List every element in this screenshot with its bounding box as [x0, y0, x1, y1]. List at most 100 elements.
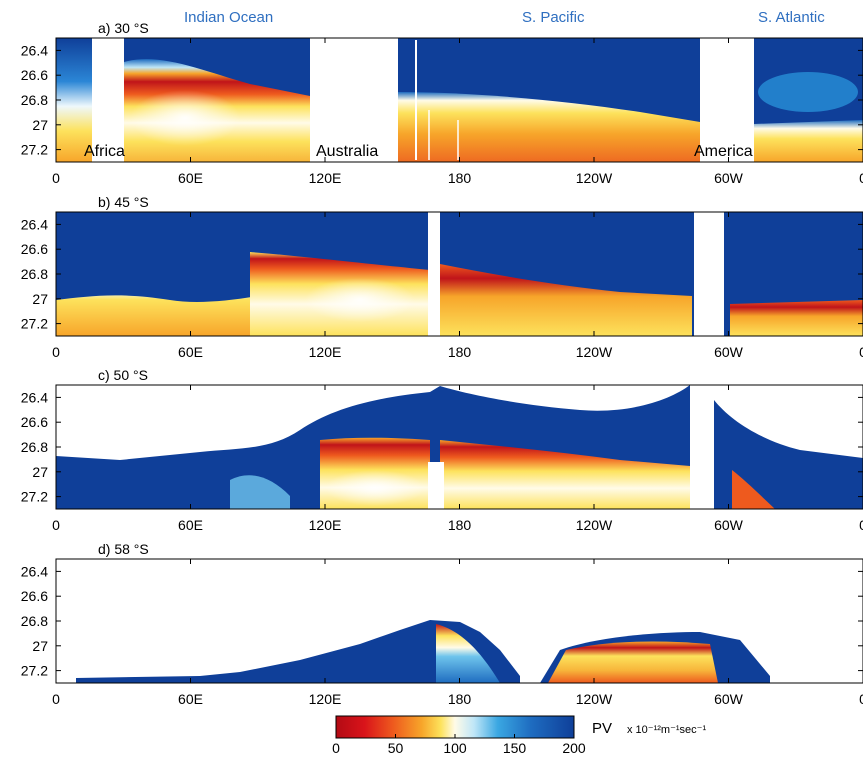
panel-c: c) 50 °S 26.4 26.6 26.8 27 27.2 0 60E 120E 180 1…	[21, 367, 863, 533]
panel-b-white-core	[305, 278, 415, 322]
panel-d-x-axis: 0 60E 120E 180 120W 60W 0	[52, 559, 863, 707]
x-tick-label: 60E	[178, 691, 203, 707]
x-tick-label: 0	[859, 517, 863, 533]
land-label-australia: Australia	[316, 143, 378, 160]
y-tick-label: 27	[32, 117, 48, 133]
panel-a-field-west	[56, 38, 92, 162]
land-africa-a	[92, 38, 124, 162]
land-label-america: America	[694, 143, 753, 160]
colorbar-tick-label: 0	[332, 740, 340, 756]
y-tick-label: 26.8	[21, 266, 48, 282]
panel-d-y-axis: 26.4 26.6 26.8 27 27.2	[21, 563, 863, 679]
panel-d: d) 58 °S 26.4 26.6 26.8 27 27.2 0 60E 120E 180 1…	[21, 541, 863, 707]
panel-b-field-atlantic	[730, 300, 863, 336]
x-tick-label: 0	[52, 170, 60, 186]
panel-a-title: a) 30 °S	[98, 20, 149, 36]
panel-d-field-pacific	[548, 641, 718, 683]
colorbar-label: PV	[592, 720, 612, 737]
panel-b-title: b) 45 °S	[98, 194, 149, 210]
panel-d-field	[56, 559, 863, 683]
y-tick-label: 27.2	[21, 489, 48, 505]
x-tick-label: 60E	[178, 344, 203, 360]
panel-c-title: c) 50 °S	[98, 367, 148, 383]
panel-c-y-axis: 26.4 26.6 26.8 27 27.2	[21, 389, 863, 505]
x-tick-label: 0	[859, 344, 863, 360]
panel-a-x-axis: 0 60E 120E 180 120W 60W 0	[52, 38, 863, 186]
x-tick-label: 60E	[178, 170, 203, 186]
x-tick-label: 0	[859, 691, 863, 707]
land-gap-c2	[692, 385, 712, 509]
x-tick-label: 60W	[714, 517, 744, 533]
x-tick-label: 120W	[576, 517, 613, 533]
colorbar-tick-label: 50	[388, 740, 404, 756]
panel-a: a) 30 °S Africa Australia America 26.426…	[21, 20, 863, 186]
x-tick-label: 120W	[576, 691, 613, 707]
panel-b: b) 45 °S 26.4 26.6 26.8 27 27.2 0 60E 120E 180 1…	[21, 194, 863, 360]
x-tick-label: 180	[448, 517, 472, 533]
x-tick-label: 180	[448, 170, 472, 186]
panel-a-field-atlantic	[754, 120, 863, 162]
x-tick-label: 0	[52, 344, 60, 360]
colorbar: 0 50 100 150 200 PV x 10⁻¹²m⁻¹sec⁻¹	[332, 715, 706, 756]
land-label-africa: Africa	[84, 143, 125, 160]
y-tick-label: 26.8	[21, 439, 48, 455]
panel-a-blue-patch	[758, 72, 858, 112]
panel-b-field	[56, 212, 863, 336]
y-tick-label: 26.6	[21, 241, 48, 257]
colorbar-units: x 10⁻¹²m⁻¹sec⁻¹	[627, 724, 706, 736]
x-tick-label: 60E	[178, 517, 203, 533]
land-gap-b2	[694, 212, 724, 336]
y-tick-label: 26.4	[21, 563, 48, 579]
y-tick-label: 26.4	[21, 216, 48, 232]
land-gap-c1	[428, 462, 444, 509]
x-tick-label: 180	[448, 691, 472, 707]
x-tick-label: 0	[859, 170, 863, 186]
panel-c-blue-atlantic	[714, 400, 863, 509]
panel-b-y-axis: 26.4 26.6 26.8 27 27.2	[21, 216, 863, 332]
y-tick-label: 27.2	[21, 663, 48, 679]
y-tick-label: 26.6	[21, 67, 48, 83]
panel-b-x-axis: 0 60E 120E 180 120W 60W 0	[52, 212, 863, 360]
panel-a-field	[56, 38, 863, 162]
panel-b-field-pacific	[440, 264, 692, 336]
x-tick-label: 120W	[576, 170, 613, 186]
panel-c-blue-patch	[230, 475, 290, 509]
colorbar-tick-label: 100	[443, 740, 467, 756]
panel-c-red-atlantic	[732, 470, 775, 509]
x-tick-label: 180	[448, 344, 472, 360]
x-tick-label: 60W	[714, 691, 744, 707]
panel-c-field-pacific	[440, 440, 690, 509]
y-tick-label: 26.4	[21, 42, 48, 58]
y-tick-label: 27.2	[21, 142, 48, 158]
panel-d-blue-west	[76, 620, 520, 683]
y-tick-label: 27	[32, 291, 48, 307]
panel-c-white-core	[325, 470, 425, 506]
y-tick-label: 26.4	[21, 389, 48, 405]
x-tick-label: 120E	[309, 170, 342, 186]
x-tick-label: 0	[52, 691, 60, 707]
colorbar-ticks: 0 50 100 150 200	[332, 734, 586, 756]
x-tick-label: 0	[52, 517, 60, 533]
y-tick-label: 27.2	[21, 316, 48, 332]
x-tick-label: 120W	[576, 344, 613, 360]
panel-c-field	[56, 385, 863, 509]
x-tick-label: 120E	[309, 517, 342, 533]
y-tick-label: 26.6	[21, 588, 48, 604]
ocean-label-pacific: S. Pacific	[522, 9, 585, 26]
y-tick-label: 26.8	[21, 613, 48, 629]
land-australia-a	[310, 38, 398, 162]
x-tick-label: 120E	[309, 691, 342, 707]
x-tick-label: 60W	[714, 344, 744, 360]
land-america-a	[700, 38, 754, 162]
panel-c-x-axis: 0 60E 120E 180 120W 60W 0	[52, 385, 863, 533]
y-tick-label: 26.8	[21, 92, 48, 108]
colorbar-tick-label: 150	[503, 740, 527, 756]
panel-a-y-axis: 26.4 26.6 26.8 27 27.2	[21, 42, 863, 158]
colorbar-tick-label: 200	[562, 740, 586, 756]
x-tick-label: 60W	[714, 170, 744, 186]
panel-a-field-pacific	[398, 92, 700, 162]
ocean-label-indian: Indian Ocean	[184, 9, 274, 26]
y-tick-label: 27	[32, 638, 48, 654]
y-tick-label: 26.6	[21, 414, 48, 430]
